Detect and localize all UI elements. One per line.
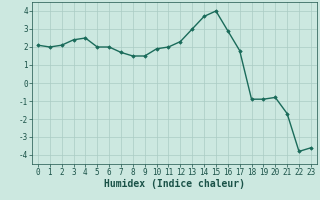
X-axis label: Humidex (Indice chaleur): Humidex (Indice chaleur) [104,179,245,189]
